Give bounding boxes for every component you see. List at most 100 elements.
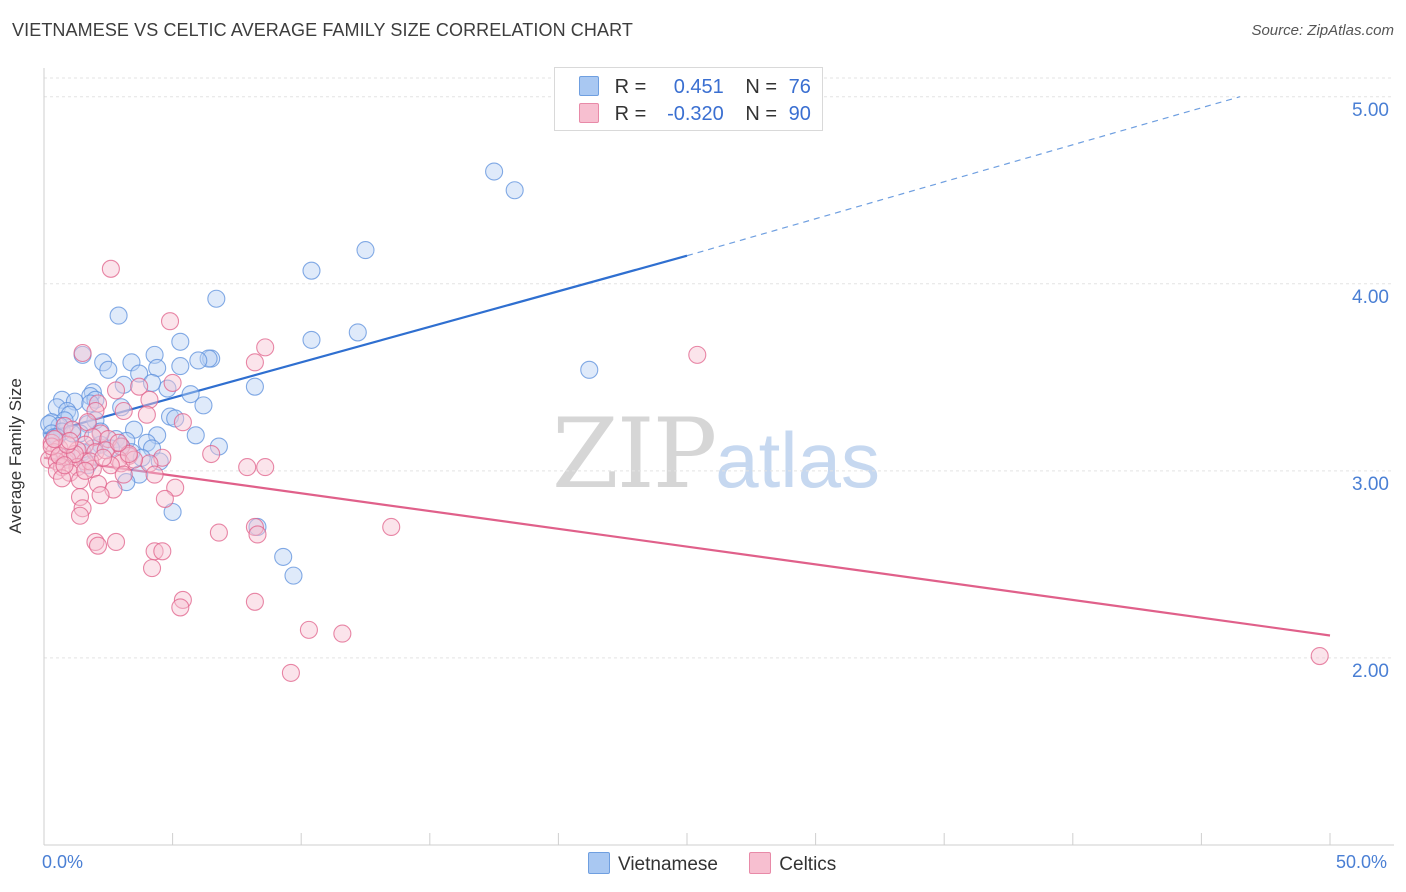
point-celtics (140, 454, 159, 473)
legend-row-vietnamese: R = 0.451 N = 76 (579, 76, 811, 99)
point-vietnamese (485, 162, 504, 181)
point-vietnamese (580, 360, 599, 379)
point-vietnamese (130, 364, 149, 383)
point-celtics (238, 458, 257, 477)
point-celtics (281, 663, 300, 682)
point-vietnamese (274, 547, 293, 566)
point-celtics (245, 353, 264, 372)
point-celtics (88, 394, 108, 413)
point-celtics (209, 523, 228, 542)
point-vietnamese (63, 424, 82, 443)
point-celtics (130, 377, 149, 396)
legend-r-label: R = (614, 76, 647, 98)
legend-item-vietnamese[interactable]: Vietnamese (588, 852, 718, 876)
point-celtics (166, 478, 185, 497)
point-celtics (101, 259, 120, 278)
legend-n-label: N = (745, 76, 778, 98)
trend-line-celtics (43, 456, 1331, 637)
point-celtics (42, 437, 61, 456)
point-celtics (94, 448, 113, 467)
legend-r-value: 0.451 (673, 76, 724, 98)
point-celtics (382, 517, 401, 537)
point-celtics (124, 450, 144, 469)
point-celtics (137, 405, 156, 424)
legend-n-label: N = (745, 103, 778, 125)
point-vietnamese (60, 405, 79, 424)
point-celtics (70, 506, 90, 525)
legend-n-value: 76 (788, 76, 811, 98)
point-vietnamese (171, 332, 190, 351)
axes (43, 68, 1394, 846)
point-vietnamese (181, 385, 200, 404)
point-celtics (171, 598, 190, 617)
point-vietnamese (186, 426, 205, 445)
point-celtics (202, 444, 221, 464)
series-legend: Vietnamese Celtics (588, 852, 862, 876)
point-celtics (153, 542, 172, 561)
point-vietnamese (171, 357, 190, 376)
gridlines (44, 77, 1394, 659)
point-celtics (140, 390, 159, 409)
point-vietnamese (356, 241, 375, 260)
watermark-zip: ZIP (552, 398, 717, 510)
x-tick-max: 50.0% (1336, 852, 1388, 872)
point-celtics (73, 499, 92, 518)
legend-swatch-vietnamese (579, 76, 599, 96)
y-axis-label: Average Family Size (6, 378, 25, 534)
trend-lines (43, 96, 1331, 637)
point-celtics (76, 461, 95, 480)
point-vietnamese (109, 306, 128, 325)
point-celtics (299, 620, 318, 639)
legend-r-label: R = (614, 103, 647, 125)
point-celtics (114, 465, 133, 484)
point-celtics (160, 312, 180, 331)
legend-n-value: 90 (788, 103, 811, 125)
legend-row-celtics: R = -0.320 N = 90 (579, 103, 811, 126)
point-celtics (60, 431, 79, 450)
point-celtics (245, 517, 264, 537)
point-vietnamese (189, 351, 208, 370)
point-vietnamese (209, 437, 228, 456)
point-celtics (145, 465, 164, 484)
y-tick-label: 4.00 (1352, 286, 1389, 308)
point-celtics (248, 525, 267, 544)
point-celtics (256, 458, 275, 477)
point-celtics (109, 433, 128, 452)
point-celtics (173, 413, 192, 432)
point-vietnamese (505, 181, 524, 200)
point-celtics (173, 590, 192, 609)
point-celtics (256, 338, 275, 357)
point-celtics (119, 444, 138, 464)
point-celtics (88, 536, 108, 555)
point-celtics (114, 401, 133, 421)
data-points (40, 162, 1329, 682)
point-celtics (333, 624, 352, 643)
point-vietnamese (284, 566, 303, 585)
point-celtics (70, 487, 90, 507)
point-vietnamese (302, 330, 321, 349)
y-tick-label: 5.00 (1352, 99, 1389, 121)
y-tick-label: 3.00 (1352, 473, 1389, 495)
point-celtics (106, 381, 126, 400)
point-vietnamese (148, 358, 167, 378)
source-label: Source: ZipAtlas.com (1251, 22, 1394, 39)
point-vietnamese (207, 289, 226, 308)
legend-item-celtics[interactable]: Celtics (749, 852, 836, 876)
point-celtics (55, 456, 74, 475)
correlation-legend: R = 0.451 N = 76 R = -0.320 N = 90 (554, 67, 823, 131)
point-celtics (163, 373, 182, 392)
point-celtics (155, 489, 174, 508)
watermark-atlas: atlas (715, 416, 880, 504)
legend-r-value: -0.320 (667, 103, 724, 125)
point-vietnamese (245, 377, 264, 396)
point-vietnamese (99, 360, 118, 379)
chart-title: VIETNAMESE VS CELTIC AVERAGE FAMILY SIZE… (12, 20, 633, 40)
point-vietnamese (194, 396, 213, 415)
point-celtics (245, 592, 264, 611)
point-celtics (91, 486, 110, 505)
x-tick-min: 0.0% (42, 852, 84, 872)
point-vietnamese (302, 261, 321, 280)
point-celtics (83, 428, 102, 447)
y-tick-label: 2.00 (1352, 660, 1389, 682)
point-celtics (45, 430, 64, 449)
